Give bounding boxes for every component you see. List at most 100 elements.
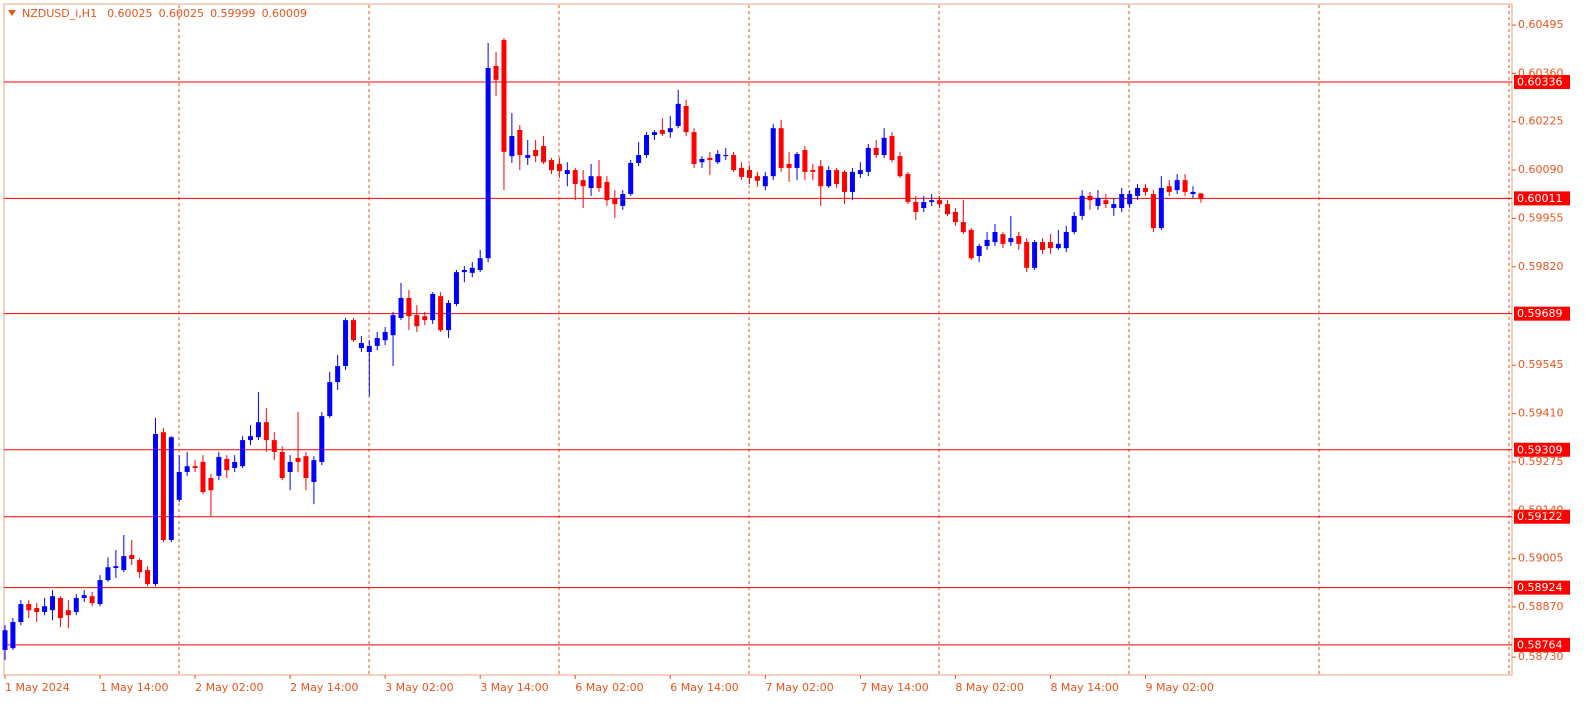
x-tick-label: 1 May 14:00 — [100, 681, 168, 694]
candle-body — [57, 598, 63, 619]
candle-body — [1111, 204, 1117, 209]
candle-body — [715, 153, 721, 163]
candle-body — [81, 595, 87, 599]
candle-body — [533, 150, 539, 157]
candle-body — [414, 315, 420, 327]
candle-body — [224, 459, 230, 471]
candle-body — [675, 103, 681, 127]
x-tick-label: 9 May 02:00 — [1145, 681, 1213, 694]
candle-body — [580, 180, 586, 187]
candle-body — [770, 128, 776, 177]
candle-body — [794, 153, 800, 168]
candle-body — [1000, 234, 1006, 244]
candle-body — [113, 566, 119, 568]
candle-body — [944, 204, 950, 215]
x-tick-label: 3 May 14:00 — [480, 681, 548, 694]
candle-body — [707, 157, 713, 161]
candle-body — [97, 580, 103, 605]
y-tick-label: 0.59275 — [1518, 455, 1564, 468]
candle-body — [1127, 194, 1133, 205]
candle-body — [335, 365, 341, 383]
candle-body — [905, 174, 911, 202]
candle-body — [469, 267, 475, 273]
header-marker — [8, 10, 16, 16]
x-tick-label: 7 May 14:00 — [860, 681, 928, 694]
candle-body — [984, 239, 990, 246]
candle-body — [287, 461, 293, 472]
candle-body — [683, 105, 689, 133]
candle-body — [168, 437, 174, 540]
candle-body — [937, 200, 943, 205]
candle-body — [477, 258, 483, 270]
candle-body — [564, 170, 570, 175]
candle-body — [2, 630, 8, 650]
candle-body — [1055, 243, 1061, 249]
candle-body — [921, 201, 927, 209]
candle-body — [651, 132, 657, 135]
x-tick-label: 6 May 02:00 — [575, 681, 643, 694]
candle-body — [152, 434, 158, 585]
candle-body — [430, 293, 436, 321]
level-label: 0.59689 — [1517, 307, 1563, 320]
candle-body — [952, 211, 958, 223]
candle-body — [541, 146, 547, 163]
candle-body — [612, 198, 618, 205]
y-tick-label: 0.58730 — [1518, 650, 1564, 663]
candle-body — [556, 163, 562, 172]
candle-body — [1150, 194, 1156, 229]
candle-body — [960, 222, 966, 233]
candle-body — [311, 460, 317, 482]
candle-body — [1095, 198, 1101, 206]
level-label: 0.58924 — [1517, 581, 1563, 594]
candle-body — [1016, 235, 1022, 244]
candle-body — [1032, 242, 1038, 268]
candle-body — [129, 555, 135, 559]
candle-body — [739, 167, 745, 177]
candle-body — [636, 155, 642, 163]
y-tick-label: 0.60090 — [1518, 163, 1564, 176]
candle-body — [1174, 180, 1180, 191]
candle-body — [525, 155, 531, 158]
candle-body — [691, 132, 697, 164]
candle-body — [374, 338, 380, 346]
header-high: 0.60025 — [159, 7, 205, 20]
candle-body — [1087, 195, 1093, 201]
candle-body — [366, 345, 372, 352]
plot-frame — [3, 3, 1513, 676]
candle-body — [105, 567, 111, 581]
candle-body — [279, 451, 285, 479]
header-open: 0.60025 — [107, 7, 153, 20]
candle-body — [1079, 195, 1085, 216]
x-tick-label: 8 May 14:00 — [1050, 681, 1118, 694]
chart-title: NZDUSD_i,H1 — [22, 7, 97, 20]
y-tick-label: 0.59410 — [1518, 407, 1564, 420]
candle-body — [762, 176, 768, 187]
candle-body — [358, 343, 364, 349]
candle-body — [604, 181, 610, 201]
candle-body — [350, 320, 356, 341]
y-tick-label: 0.59005 — [1518, 552, 1564, 565]
candle-body — [73, 598, 79, 612]
candle-body — [572, 170, 578, 185]
candle-body — [913, 201, 919, 212]
level-label-box — [1514, 74, 1570, 89]
candle-body — [746, 170, 752, 178]
candle-body — [1008, 238, 1014, 243]
candle-body — [620, 194, 626, 206]
y-axis: 0.60495 0.60360 0.60225 0.60090 0.59955 0.598… — [4, 18, 1564, 694]
candle-body — [184, 466, 190, 472]
candle-body — [1182, 180, 1188, 192]
candle-body — [50, 596, 56, 611]
level-label: 0.60336 — [1517, 75, 1563, 88]
candle-body — [145, 570, 151, 585]
candle-body — [929, 200, 935, 202]
x-tick-label: 8 May 02:00 — [955, 681, 1023, 694]
candle-body — [517, 129, 523, 156]
y-tick-label: 0.59820 — [1518, 260, 1564, 273]
header-low: 0.59999 — [210, 7, 256, 20]
candle-body — [826, 170, 832, 187]
candle-body — [628, 162, 634, 195]
level-label: 0.58764 — [1517, 638, 1563, 651]
candle-body — [849, 171, 855, 192]
candle-body — [834, 170, 840, 185]
